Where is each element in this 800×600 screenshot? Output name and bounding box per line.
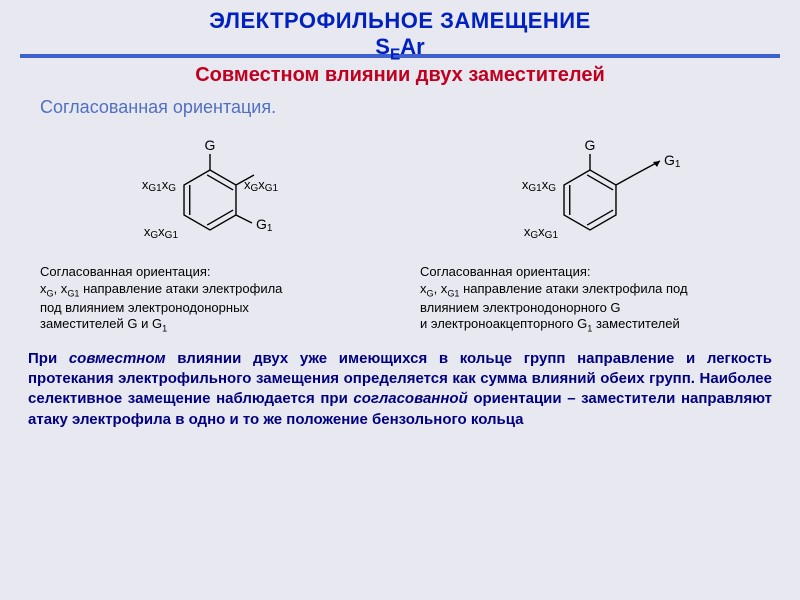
molecule-left: G G1 xG1xG xGxG1 xGxG1 bbox=[90, 122, 330, 262]
diagram-right: G G1 xG1xG xGxG1 Согласованная ориентация:x… bbox=[420, 122, 760, 334]
svg-text:xGxG1: xGxG1 bbox=[144, 224, 179, 241]
svg-text:xGxG1: xGxG1 bbox=[524, 224, 559, 241]
molecule-right: G G1 xG1xG xGxG1 bbox=[470, 122, 710, 262]
diagrams-row: G G1 xG1xG xGxG1 xGxG1 Согласованная ориента… bbox=[0, 122, 800, 334]
svg-text:G: G bbox=[205, 137, 216, 153]
main-title: ЭЛЕКТРОФИЛЬНОЕ ЗАМЕЩЕНИЕ bbox=[0, 8, 800, 34]
body-paragraph: При совместном влиянии двух уже имеющихс… bbox=[0, 349, 800, 430]
caption-right: Согласованная ориентация:xG, xG1 направл… bbox=[420, 264, 760, 334]
sub-title: SEAr bbox=[0, 34, 800, 64]
svg-text:G1: G1 bbox=[664, 152, 681, 170]
svg-text:G1: G1 bbox=[256, 216, 273, 234]
svg-text:xGxG1: xGxG1 bbox=[244, 177, 279, 194]
svg-text:xG1xG: xG1xG bbox=[142, 177, 176, 194]
orientation-label: Согласованная ориентация. bbox=[40, 97, 800, 118]
caption-left: Согласованная ориентация:xG, xG1 направл… bbox=[40, 264, 380, 334]
section-header: Совместном влиянии двух заместителей bbox=[0, 64, 800, 87]
svg-text:G: G bbox=[585, 137, 596, 153]
diagram-left: G G1 xG1xG xGxG1 xGxG1 Согласованная ориента… bbox=[40, 122, 380, 334]
svg-text:xG1xG: xG1xG bbox=[522, 177, 556, 194]
